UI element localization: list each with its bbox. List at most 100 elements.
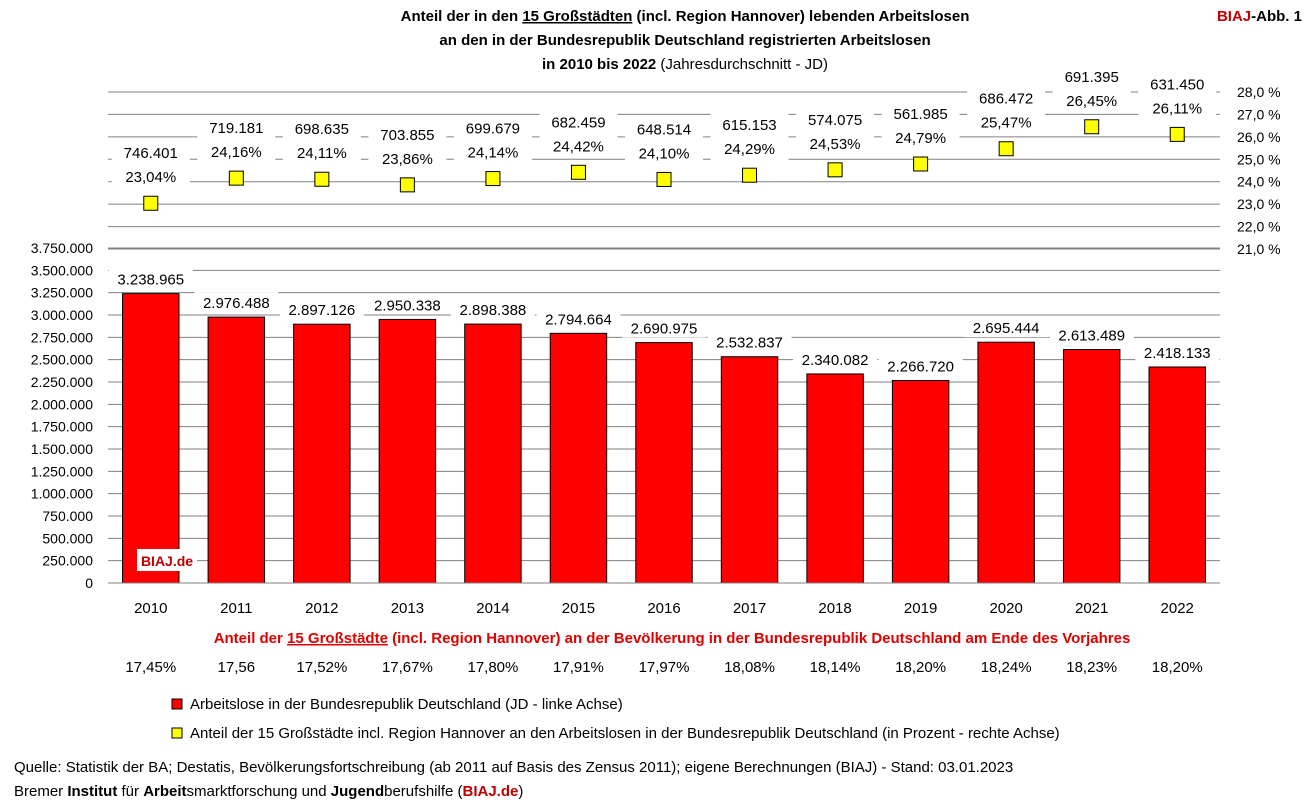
x-axis-category: 2020 — [989, 600, 1022, 617]
left-axis-tick: 3.000.000 — [31, 307, 93, 323]
legend-bar-label: Arbeitslose in der Bundesrepublik Deutsc… — [190, 696, 623, 713]
right-axis-tick: 24,0 % — [1237, 174, 1281, 190]
bar-label-bg — [108, 268, 193, 289]
marker-count-label: 682.459 — [551, 114, 605, 131]
marker-count-label: 703.855 — [380, 127, 434, 144]
marker-label-bg — [453, 116, 532, 165]
population-share-value: 18,23% — [1066, 659, 1117, 676]
marker-percent-label: 24,29% — [724, 141, 775, 158]
source-note: Quelle: Statistik der BA; Destatis, Bevö… — [14, 759, 1013, 776]
marker-label-bg — [1052, 64, 1131, 113]
bar — [1148, 366, 1206, 584]
marker — [228, 170, 244, 186]
x-axis-category: 2016 — [647, 600, 680, 617]
marker-count-label: 561.985 — [893, 106, 947, 123]
marker-count-label: 648.514 — [637, 121, 691, 138]
x-axis-category: 2018 — [818, 600, 851, 617]
right-axis: 21,0 % 22,0 % 23,0 % 24,0 % 25,0 % 26,0 % 27,0… — [1237, 84, 1281, 257]
left-axis-tick: 2.250.000 — [31, 374, 93, 390]
right-axis-tick: 27,0 % — [1237, 106, 1281, 122]
left-axis-tick: 3.750.000 — [31, 240, 93, 256]
population-share-value: 17,52% — [296, 659, 347, 676]
marker-percent-label: 26,11% — [1152, 100, 1202, 117]
marker-percent-label: 23,86% — [382, 151, 433, 168]
bar — [549, 332, 608, 584]
population-share-value: 18,14% — [810, 659, 861, 676]
marker — [570, 164, 586, 180]
bar-label-bg — [707, 331, 792, 352]
marker-count-label: 699.679 — [466, 121, 520, 138]
marker-count-label: 631.450 — [1150, 76, 1204, 93]
right-axis-tick: 23,0 % — [1237, 196, 1281, 212]
marker-percent-label: 26,45% — [1066, 93, 1117, 110]
bar — [293, 323, 351, 584]
marker — [742, 167, 758, 183]
marker-count-label: 574.075 — [808, 112, 862, 129]
figure-badge: BIAJ-Abb. 1 — [1217, 8, 1302, 25]
marker-percent-label: 24,53% — [810, 136, 861, 153]
bar-label-bg — [1135, 341, 1220, 362]
bar-series — [122, 293, 1206, 584]
population-share-title: Anteil der 15 Großstädte (incl. Region H… — [214, 630, 1131, 647]
bar-label-bg — [793, 348, 878, 369]
left-axis-tick: 3.250.000 — [31, 285, 93, 301]
bar-label: 2.532.837 — [716, 335, 783, 352]
bar — [122, 293, 180, 584]
marker-label-bg — [111, 141, 190, 190]
chart-title-line-3: in 2010 bis 2022 (Jahresdurchschnitt - J… — [542, 56, 828, 73]
marker-label-bg — [368, 122, 447, 171]
bar — [635, 342, 693, 584]
bar-label: 2.897.126 — [288, 302, 355, 319]
left-axis-tick: 750.000 — [42, 508, 93, 524]
population-share-value: 18,08% — [724, 659, 775, 676]
marker — [399, 177, 415, 193]
bar — [977, 341, 1035, 584]
x-axis-categories: 2010 2011 2012 2013 2014 2015 2016 2017 2018 2019… — [134, 600, 1194, 617]
left-axis-tick: 3.500.000 — [31, 262, 93, 278]
institute-note: Bremer Institut für Arbeitsmarktforschun… — [14, 783, 523, 800]
marker-labels: 746.401 23,04% 719.181 24,16% 698.635 24,11% 7… — [111, 64, 1217, 190]
marker-series — [143, 119, 1185, 211]
marker-percent-label: 24,79% — [895, 130, 946, 147]
marker-percent-label: 24,10% — [639, 145, 690, 162]
left-axis-tick: 2.750.000 — [31, 329, 93, 345]
bar-labels: 3.238.965 2.976.488 2.897.126 2.950.338 2.89… — [108, 268, 1220, 376]
marker-count-label: 615.153 — [722, 117, 776, 134]
bar — [464, 323, 522, 584]
bar-label: 3.238.965 — [117, 272, 184, 289]
marker-percent-label: 25,47% — [981, 115, 1032, 132]
bar — [891, 380, 950, 584]
bar — [1062, 349, 1121, 584]
watermark-box — [137, 549, 197, 571]
population-share-value: 17,56 — [218, 659, 256, 676]
bar-label-bg — [622, 317, 706, 338]
population-share-value: 18,20% — [895, 659, 946, 676]
bar-label: 2.898.388 — [460, 302, 527, 319]
x-axis-category: 2011 — [220, 600, 252, 617]
marker-label-bg — [967, 86, 1046, 135]
marker-percent-label: 24,14% — [467, 145, 518, 162]
x-axis-category: 2017 — [733, 600, 766, 617]
marker — [827, 162, 843, 178]
marker-percent-label: 24,16% — [211, 144, 262, 161]
left-axis-tick: 1.250.000 — [31, 463, 93, 479]
bar-label-bg — [536, 308, 621, 329]
left-axis-tick: 500.000 — [42, 530, 93, 546]
population-share-value: 17,67% — [382, 659, 433, 676]
left-axis-tick: 1.500.000 — [31, 441, 93, 457]
marker — [1169, 126, 1185, 142]
left-axis-tick: 0 — [85, 575, 93, 591]
marker-label-bg — [710, 113, 789, 162]
bar — [720, 356, 779, 584]
bar-label: 2.976.488 — [203, 295, 270, 312]
legend-bar-swatch — [171, 698, 183, 710]
bar-label: 2.794.664 — [545, 311, 612, 328]
bar-label-bg — [450, 299, 535, 320]
marker — [143, 195, 159, 211]
marker-count-label: 698.635 — [295, 121, 349, 138]
right-axis-tick: 26,0 % — [1237, 129, 1281, 145]
marker-count-label: 746.401 — [124, 145, 178, 162]
marker-label-bg — [197, 116, 276, 165]
bar — [207, 316, 266, 584]
